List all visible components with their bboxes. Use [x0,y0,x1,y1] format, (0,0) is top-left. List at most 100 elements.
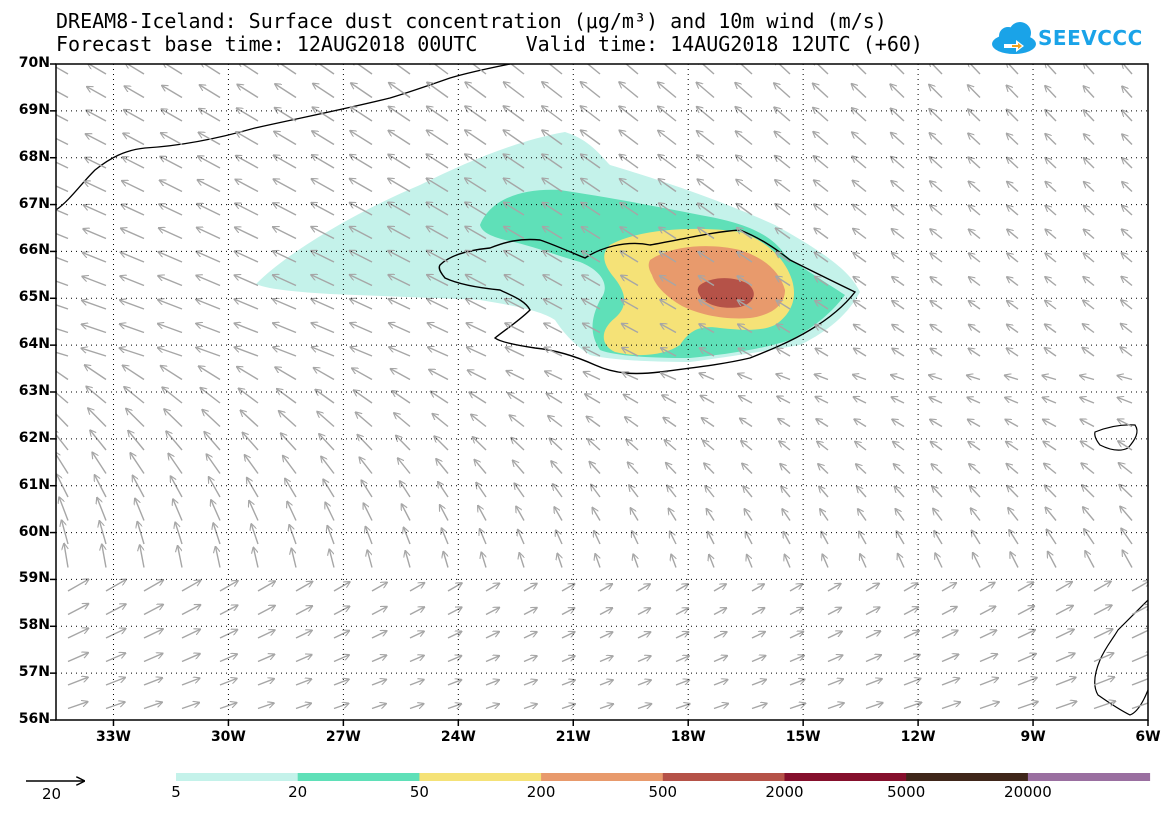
wind-arrow [931,464,943,475]
wind-arrow [1081,463,1095,475]
wind-arrow [853,375,867,381]
wind-arrow [1131,629,1148,639]
wind-arrow [523,680,537,686]
wind-arrow [438,482,449,498]
wind-arrow [359,457,373,474]
wind-arrow [1055,582,1072,592]
wind-arrow [465,64,487,75]
wind-arrow [777,324,791,334]
wind-arrow [504,64,525,75]
wind-arrow [929,133,943,146]
wind-arrow [465,154,487,169]
axis-ticks [50,63,1149,726]
wind-arrow [969,325,981,334]
wind-arrow [774,64,791,75]
wind-arrow [820,509,829,521]
wind-arrow [973,553,981,568]
wind-arrow [546,393,563,404]
longitude-label: 12W [900,729,936,745]
wind-arrow [969,229,981,240]
wind-arrow [237,367,259,381]
wind-arrow [599,632,613,639]
wind-arrow [971,508,981,521]
wind-arrow [505,323,525,334]
wind-arrow [935,553,943,568]
wind-arrow [389,323,411,334]
wind-arrow [523,584,537,592]
wind-arrow [619,155,639,169]
wind-arrow [1007,277,1019,287]
wind-arrow [83,253,107,263]
wind-arrow [663,418,677,428]
wind-arrow [485,656,499,663]
wind-arrow [1043,441,1057,451]
wind-arrow [735,131,753,146]
wind-arrow [389,347,411,357]
wind-arrow [56,161,69,169]
wind-arrow [1120,506,1133,521]
wind-arrow [740,418,753,428]
wind-arrow [466,275,487,287]
latitude-label: 58N [18,617,50,634]
wind-arrow [518,530,525,545]
wind-arrow [431,391,449,404]
wind-arrow [891,133,905,146]
wind-arrow [658,131,677,146]
wind-arrow [519,553,525,568]
wind-arrow [1084,182,1095,193]
latitude-label: 65N [18,289,50,306]
wind-arrow [240,410,259,428]
wind-arrow [1120,324,1133,334]
wind-arrow [333,582,350,592]
wind-arrow [503,178,525,193]
wind-arrow [476,483,487,498]
wind-arrow [1007,158,1019,169]
wind-arrow [1007,301,1019,310]
wind-arrow [350,275,373,287]
wind-arrow [580,64,601,75]
wind-arrow [471,414,487,428]
wind-arrow [199,85,221,99]
wind-arrow [659,251,677,263]
wind-arrow [1093,653,1114,663]
faroe-coastline [1094,424,1138,451]
wind-arrow [323,479,335,498]
wind-arrow [1080,397,1095,404]
longitude-label: 21W [555,729,591,745]
wind-arrow [893,442,905,451]
wind-arrow [856,464,867,475]
wind-arrow [350,299,373,310]
wind-arrow [122,365,145,381]
wind-arrow [708,532,715,545]
wind-arrow [1006,85,1019,98]
wind-arrow [697,107,715,122]
wind-arrow [979,678,998,686]
wind-arrow [561,608,575,616]
wind-arrow [427,251,449,263]
wind-arrow [699,324,715,334]
wind-arrow [662,395,677,404]
wind-arrow [465,82,487,99]
wind-arrow [776,252,791,263]
wind-arrow [1017,678,1037,686]
wind-arrow [933,508,943,521]
wind-arrow [744,509,753,521]
wind-arrow [327,526,335,545]
wind-arrow [405,551,411,568]
wind-arrow [675,704,690,710]
wind-arrow [860,554,867,568]
wind-arrow [1007,229,1019,240]
wind-arrow [121,228,145,240]
wind-arrow [1083,507,1095,521]
wind-arrow [619,82,639,99]
wind-arrow [1122,550,1133,568]
wind-arrow [443,552,449,568]
wind-arrow [941,607,957,616]
wind-arrow [181,654,200,663]
wind-arrow [514,483,525,498]
wind-arrow [158,276,183,287]
wind-arrow [120,252,145,263]
wind-arrow [865,655,881,663]
wind-arrow [285,478,297,498]
wind-arrow [892,277,905,287]
